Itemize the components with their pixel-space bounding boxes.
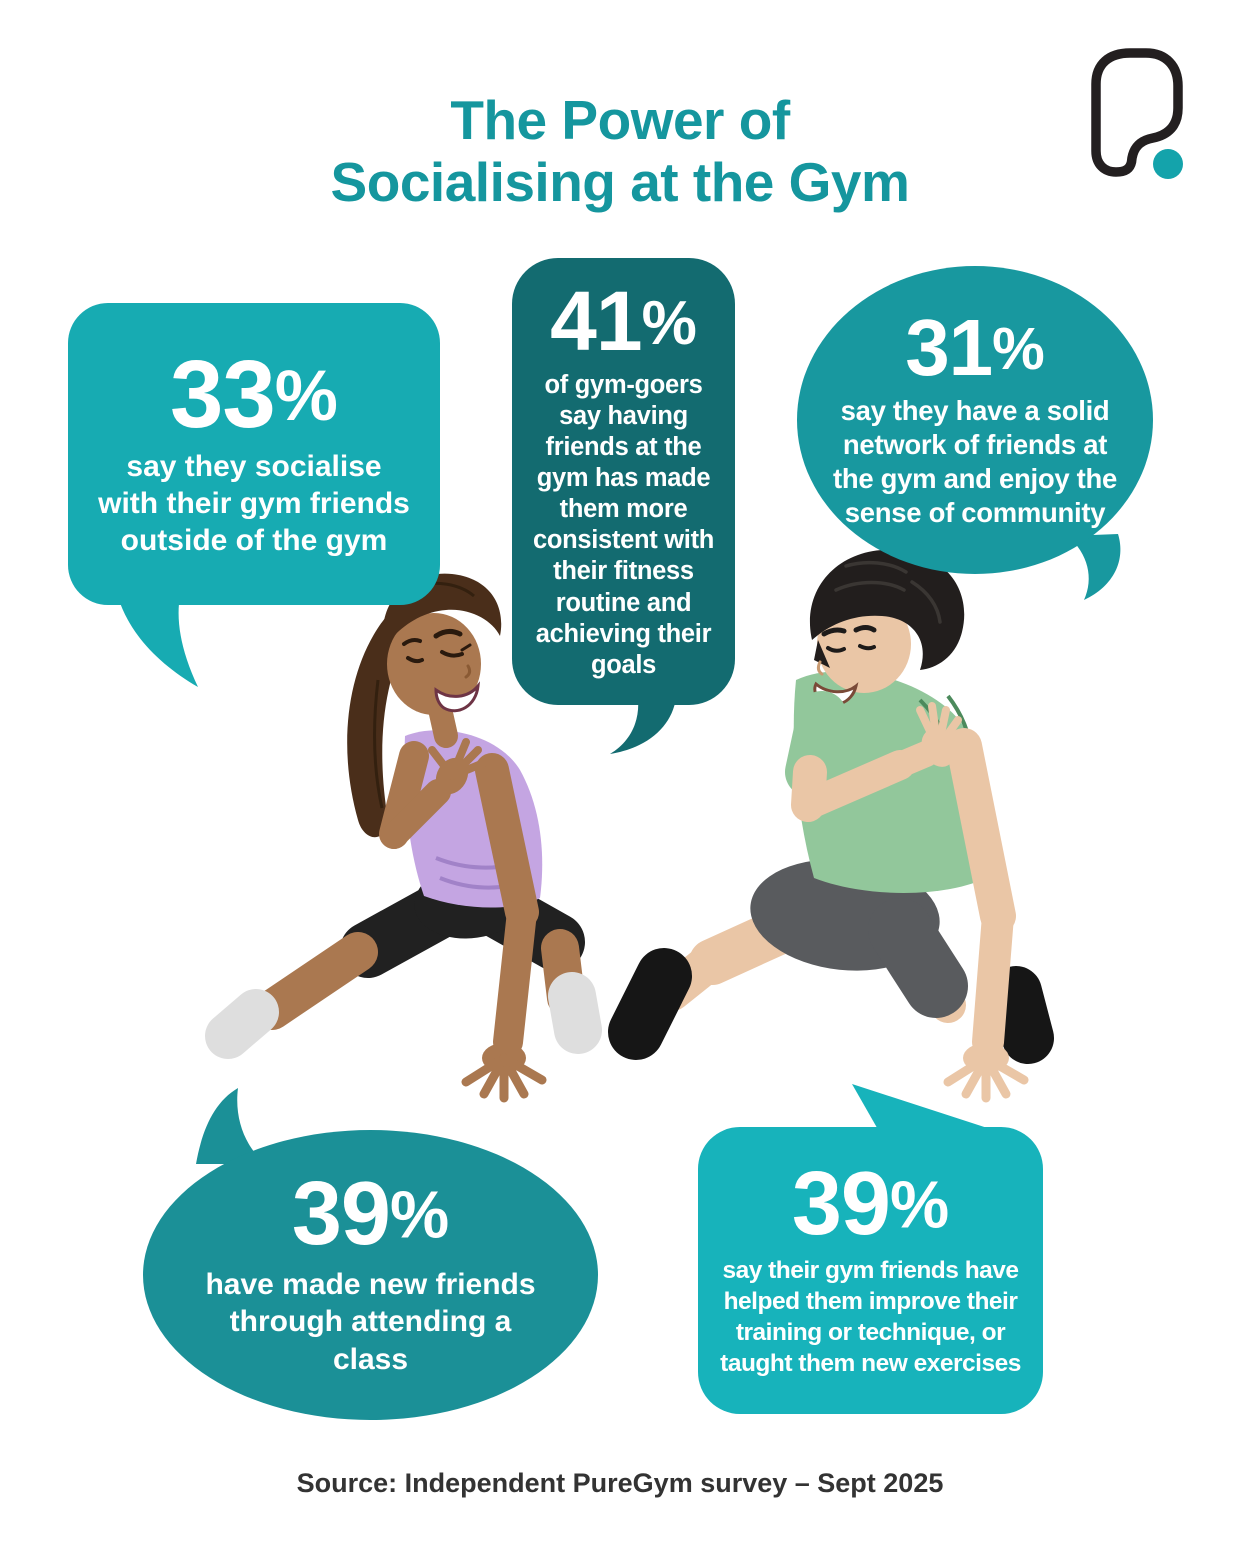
stat-bubble-community: 31% say they have a solid network of fri… (797, 266, 1153, 574)
stat-value: 39% (291, 1164, 450, 1264)
woman-face (402, 628, 480, 713)
stat-text: say they have a solid network of friends… (832, 395, 1118, 528)
stat-bubble-class-friends: 39% have made new friends through attend… (143, 1130, 598, 1420)
man-floor-hand (943, 1043, 1029, 1103)
stat-text: of gym-goers say having friends at the g… (532, 370, 715, 679)
puregym-logo (1091, 48, 1183, 179)
stat-bubble-socialise-outside: 33% say they socialise with their gym fr… (68, 303, 440, 605)
bubble-tail-socialise (118, 596, 198, 687)
man-right-shoe (990, 966, 1054, 1064)
woman-head (387, 613, 481, 715)
man-left-shoe (608, 948, 692, 1060)
stat-bubble-technique: 39% say their gym friends have helped th… (698, 1127, 1043, 1414)
man-chest-arm (785, 691, 962, 822)
man-figure (608, 549, 1054, 1103)
percent-sign: % (274, 356, 338, 436)
bubble-tail-class (196, 1088, 266, 1164)
man-shorts-knee (868, 898, 968, 1018)
woman-figure (205, 573, 602, 1103)
woman-left-shoe (205, 989, 279, 1059)
woman-chest-arm (379, 738, 490, 849)
stat-value: 31% (905, 303, 1045, 393)
bubble-tail-consistency (610, 698, 676, 754)
woman-floor-arm-upper (475, 753, 539, 929)
bubble-tail-technique (852, 1084, 1018, 1140)
stat-value: 39% (791, 1153, 950, 1254)
woman-floor-forearm (493, 897, 537, 1057)
woman-right-shoe (548, 972, 602, 1054)
man-floor-forearm (972, 900, 1014, 1058)
source-attribution: Source: Independent PureGym survey – Sep… (296, 1468, 944, 1498)
page-title-line2: Socialising at the Gym (330, 150, 910, 213)
man-hair-waves (834, 560, 942, 624)
man-hair (809, 549, 965, 670)
woman-ponytail (347, 612, 414, 838)
page-title: The Power of Socialising at the Gym (0, 89, 1240, 213)
woman-left-shin (252, 932, 378, 1030)
stat-bubble-consistency: 41% of gym-goers say having friends at t… (512, 258, 735, 705)
page-title-line1: The Power of (450, 88, 790, 151)
puregym-logo-outline (1091, 48, 1183, 177)
puregym-logo-dot (1153, 149, 1183, 179)
percent-sign: % (389, 1178, 450, 1253)
percent-sign: % (641, 288, 697, 358)
percent-sign: % (889, 1167, 950, 1242)
stat-text: have made new friends through attending … (205, 1267, 536, 1376)
woman-ponytail-strand (373, 679, 384, 809)
woman-floor-hand (461, 1043, 547, 1103)
man-floor-arm-upper (946, 728, 1016, 934)
stat-value: 41% (550, 274, 697, 368)
stat-text: say their gym friends have helped them i… (720, 1257, 1021, 1378)
bubble-tail-community (1068, 534, 1121, 600)
stat-text: say they socialise with their gym friend… (98, 449, 410, 558)
woman-smile (434, 681, 480, 713)
percent-sign: % (992, 315, 1045, 383)
man-sideburn (814, 640, 830, 668)
stat-value: 33% (170, 340, 338, 448)
